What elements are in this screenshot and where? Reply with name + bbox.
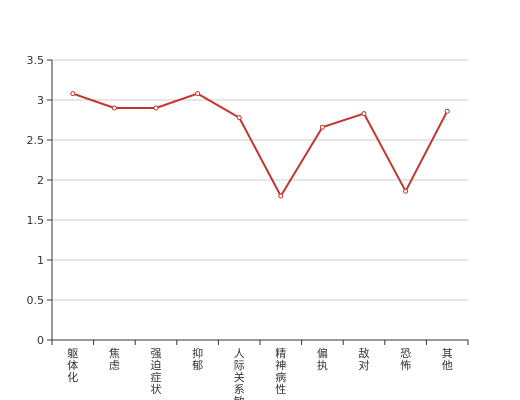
data-point[interactable] (70, 91, 76, 97)
x-tick-label: 强迫症状 (151, 347, 162, 396)
data-point[interactable] (319, 124, 325, 130)
y-tick-labels: 0 0.5 1 1.5 2 2.5 3 3.5 (27, 54, 45, 347)
data-point[interactable] (444, 108, 450, 114)
x-tick-label: 躯体化 (67, 347, 78, 384)
x-tick-label: 焦虑 (109, 347, 120, 372)
data-point[interactable] (361, 111, 367, 117)
y-tick-label: 1.5 (27, 214, 45, 227)
y-tick-label: 0.5 (27, 294, 45, 307)
y-tick-label: 1 (37, 254, 44, 267)
x-tick-label: 其他 (442, 347, 453, 372)
data-point[interactable] (111, 105, 117, 111)
data-point[interactable] (236, 115, 242, 121)
series (70, 91, 450, 199)
y-tick-label: 3.5 (27, 54, 45, 67)
x-tick-label: 抑郁 (192, 346, 203, 372)
x-tick-label: 恐怖 (400, 347, 411, 372)
data-point[interactable] (403, 188, 409, 194)
x-tick-label: 偏执 (317, 346, 328, 372)
x-tick-labels: 躯体化 焦虑 强迫症状 抑郁 人际关系敏感 精神病性 偏执 敌对 恐怖 其他 (67, 346, 452, 400)
x-tick-label: 人际关系敏感 (234, 347, 245, 400)
data-point[interactable] (153, 105, 159, 111)
x-tick-label: 敌对 (359, 346, 370, 372)
grid-lines (52, 59, 468, 301)
y-tick-label: 2.5 (27, 134, 45, 147)
data-point[interactable] (278, 193, 284, 199)
y-tick-label: 3 (37, 94, 44, 107)
series-line (72, 92, 449, 197)
x-tick-label: 精神病性 (275, 347, 286, 396)
y-tick-label: 2 (37, 174, 44, 187)
axes (47, 59, 469, 345)
data-point[interactable] (195, 91, 201, 97)
y-tick-label: 0 (37, 334, 44, 347)
